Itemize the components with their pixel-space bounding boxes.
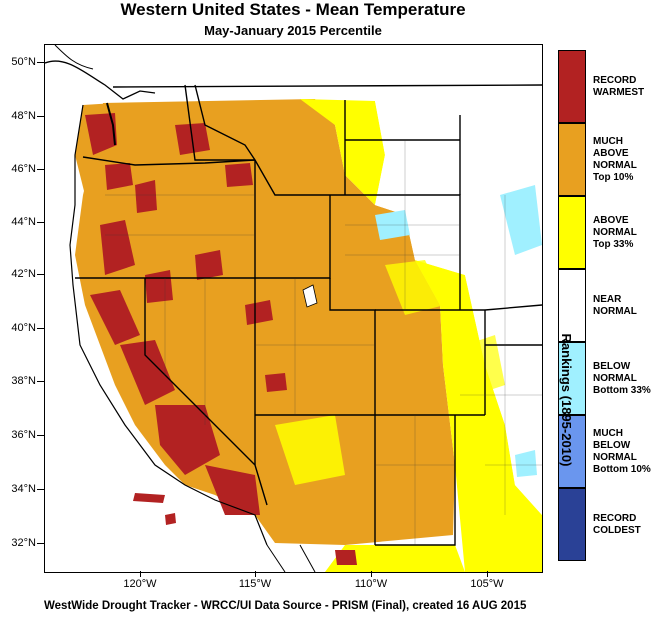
legend-item-near-normal: NEAR NORMAL (558, 269, 666, 342)
legend-item-above-normal: ABOVE NORMAL Top 33% (558, 196, 666, 269)
lat-tick (37, 222, 44, 223)
lon-label-110w: 110°W (354, 578, 388, 590)
map-subtitle: May-January 2015 Percentile (204, 23, 382, 38)
lat-tick (37, 489, 44, 490)
map-footer: WestWide Drought Tracker - WRCC/UI Data … (44, 600, 527, 612)
lon-tick (140, 571, 141, 577)
lon-tick (371, 571, 372, 577)
legend-label: RECORD COLDEST (593, 512, 641, 536)
lat-tick (37, 435, 44, 436)
legend-swatch (558, 269, 586, 342)
lat-label-32: 32°N (11, 537, 36, 549)
legend-label: BELOW NORMAL Bottom 33% (593, 360, 651, 396)
lat-label-44: 44°N (11, 216, 36, 228)
lat-label-38: 38°N (11, 375, 36, 387)
legend-label: MUCH BELOW NORMAL Bottom 10% (593, 427, 651, 475)
lon-tick (255, 571, 256, 577)
legend-swatch (558, 488, 586, 561)
lon-label-120w: 120°W (123, 578, 157, 590)
lat-tick (37, 328, 44, 329)
legend-item-record-coldest: RECORD COLDEST (558, 488, 666, 561)
legend-item-much-below-normal: MUCH BELOW NORMAL Bottom 10% (558, 415, 666, 488)
temperature-map (44, 44, 543, 573)
map-title: Western United States - Mean Temperature (120, 0, 466, 19)
legend-swatch (558, 415, 586, 488)
legend-label: RECORD WARMEST (593, 74, 645, 98)
legend-label: NEAR NORMAL (593, 293, 637, 317)
lat-label-40: 40°N (11, 322, 36, 334)
lon-label-115w: 115°W (238, 578, 272, 590)
lat-label-42: 42°N (11, 268, 36, 280)
lat-label-50: 50°N (11, 56, 36, 68)
legend-item-record-warmest: RECORD WARMEST (558, 50, 666, 123)
map-canvas (45, 45, 542, 572)
legend-swatch (558, 342, 586, 415)
lat-tick (37, 169, 44, 170)
lat-tick (37, 116, 44, 117)
legend-swatch (558, 50, 586, 123)
legend-item-below-normal: BELOW NORMAL Bottom 33% (558, 342, 666, 415)
lat-tick (37, 543, 44, 544)
lat-label-36: 36°N (11, 429, 36, 441)
legend-swatch (558, 196, 586, 269)
lon-label-105w: 105°W (470, 578, 504, 590)
lat-label-46: 46°N (11, 163, 36, 175)
lat-label-34: 34°N (11, 483, 36, 495)
lat-tick (37, 381, 44, 382)
lon-tick (487, 571, 488, 577)
legend-item-much-above-normal: MUCH ABOVE NORMAL Top 10% (558, 123, 666, 196)
lat-tick (37, 62, 44, 63)
legend-label: MUCH ABOVE NORMAL Top 10% (593, 135, 637, 183)
color-legend: RECORD WARMEST MUCH ABOVE NORMAL Top 10%… (558, 50, 666, 566)
legend-swatch (558, 123, 586, 196)
lat-tick (37, 274, 44, 275)
lat-label-48: 48°N (11, 110, 36, 122)
legend-axis-title: Rankings (1895-2010) (559, 333, 574, 467)
legend-label: ABOVE NORMAL Top 33% (593, 214, 637, 250)
